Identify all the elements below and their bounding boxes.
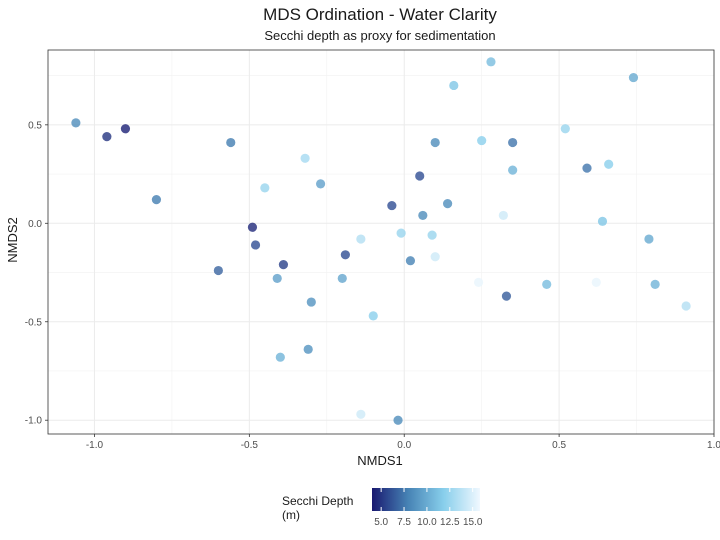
data-point bbox=[315, 179, 326, 189]
data-point bbox=[430, 252, 440, 262]
data-point bbox=[272, 273, 282, 284]
data-point bbox=[681, 301, 691, 311]
legend-tick-label: 7.5 bbox=[397, 517, 411, 528]
data-point bbox=[337, 273, 347, 284]
data-point bbox=[226, 137, 236, 148]
data-point bbox=[427, 230, 437, 240]
data-point bbox=[430, 137, 440, 148]
data-point bbox=[501, 291, 512, 301]
x-axis-ticks: -1.0 -0.5 0.0 0.5 1.0 bbox=[86, 434, 720, 451]
data-point bbox=[443, 199, 453, 209]
data-point bbox=[508, 165, 518, 175]
data-point bbox=[71, 118, 81, 128]
data-point bbox=[415, 171, 425, 181]
chart-subtitle: Secchi depth as proxy for sedimentation bbox=[264, 28, 495, 43]
data-point bbox=[260, 183, 270, 193]
data-point bbox=[213, 265, 223, 276]
legend-colorbar bbox=[372, 488, 480, 511]
data-point bbox=[368, 311, 378, 321]
y-tick-label: -0.5 bbox=[25, 317, 43, 328]
data-point bbox=[477, 135, 487, 146]
data-point bbox=[560, 124, 570, 134]
y-tick-label: 0.5 bbox=[28, 120, 42, 131]
y-tick-label: 0.0 bbox=[28, 219, 42, 230]
grid-lines bbox=[48, 50, 715, 434]
x-axis-title: NMDS1 bbox=[357, 453, 403, 468]
data-point bbox=[120, 124, 131, 134]
data-point bbox=[102, 132, 112, 142]
data-point bbox=[498, 210, 508, 221]
y-axis-title: NMDS2 bbox=[5, 217, 20, 263]
data-point bbox=[418, 210, 428, 221]
data-point bbox=[405, 256, 416, 266]
data-point bbox=[278, 260, 289, 270]
legend-tick-label: 5.0 bbox=[374, 517, 388, 528]
plot-background bbox=[48, 50, 714, 434]
data-point bbox=[604, 159, 614, 169]
legend-tick-label: 12.5 bbox=[440, 517, 460, 528]
data-point bbox=[597, 216, 608, 226]
data-point bbox=[340, 250, 350, 260]
legend-title-line-2: (m) bbox=[282, 508, 300, 522]
data-point bbox=[591, 277, 601, 287]
data-point bbox=[449, 80, 459, 91]
data-point bbox=[628, 72, 639, 83]
data-point bbox=[508, 137, 518, 148]
data-point bbox=[356, 409, 366, 419]
data-point bbox=[396, 228, 406, 238]
data-point bbox=[247, 222, 258, 232]
data-point bbox=[473, 277, 484, 287]
data-point bbox=[303, 344, 313, 354]
y-tick-label: -1.0 bbox=[25, 416, 43, 427]
data-point bbox=[250, 240, 261, 250]
y-axis-ticks: -1.0 -0.5 0.0 0.5 bbox=[25, 120, 48, 427]
x-tick-label: -1.0 bbox=[86, 440, 104, 451]
x-tick-label: 1.0 bbox=[707, 440, 720, 451]
legend-ticks: 5.0 7.5 10.0 12.5 15.0 bbox=[374, 488, 483, 528]
data-point bbox=[356, 234, 366, 244]
data-point bbox=[306, 297, 316, 307]
data-point bbox=[650, 279, 660, 289]
data-point bbox=[582, 163, 592, 173]
color-legend: Secchi Depth (m) 5.0 7.5 10.0 12.5 15.0 bbox=[282, 488, 483, 528]
legend-tick-label: 10.0 bbox=[417, 517, 437, 528]
data-point bbox=[644, 234, 654, 244]
data-point bbox=[151, 195, 162, 205]
x-tick-label: 0.0 bbox=[397, 440, 411, 451]
data-point bbox=[393, 415, 403, 425]
x-tick-label: 0.5 bbox=[552, 440, 566, 451]
data-point bbox=[387, 200, 397, 211]
data-points bbox=[71, 57, 691, 425]
legend-title-line-1: Secchi Depth bbox=[282, 494, 353, 508]
data-point bbox=[300, 153, 310, 163]
chart-title: MDS Ordination - Water Clarity bbox=[263, 5, 497, 24]
x-tick-label: -0.5 bbox=[241, 440, 259, 451]
data-point bbox=[542, 279, 552, 289]
data-point bbox=[275, 352, 285, 362]
legend-tick-label: 15.0 bbox=[463, 517, 483, 528]
data-point bbox=[486, 57, 496, 67]
plot-panel bbox=[47, 49, 715, 435]
